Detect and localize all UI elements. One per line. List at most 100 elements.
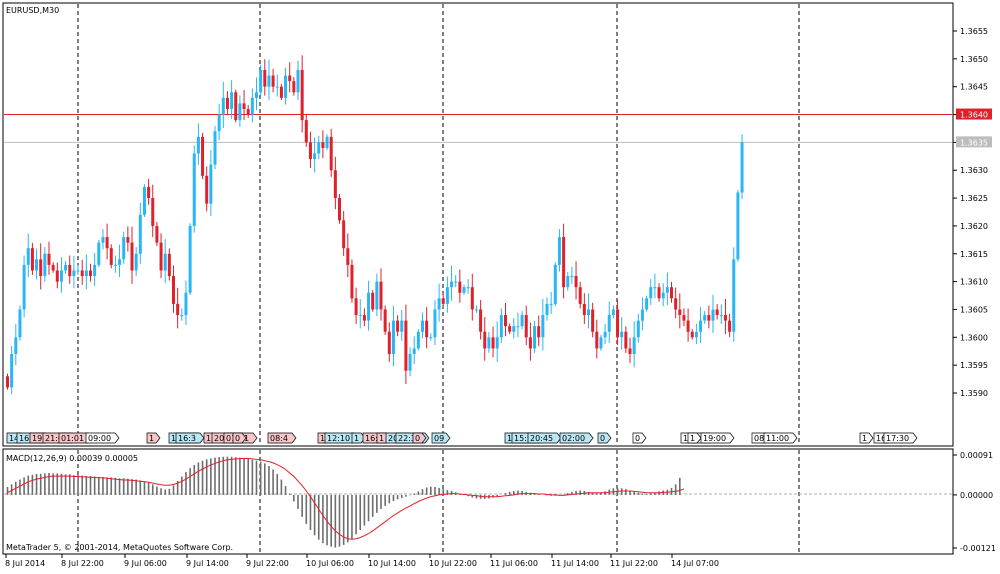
candle-body xyxy=(89,270,92,277)
candle-body xyxy=(246,108,250,115)
candle-body xyxy=(159,242,163,271)
event-tag-shape xyxy=(527,432,562,444)
candle-body xyxy=(6,376,9,388)
candle-body xyxy=(541,315,545,338)
symbol-title: EURUSD,M30 xyxy=(6,6,59,15)
event-tag[interactable]: 1 xyxy=(687,432,702,444)
candle-body xyxy=(728,320,732,332)
event-tag[interactable]: 02:00 xyxy=(559,432,594,444)
candle-body xyxy=(308,142,312,160)
candle-body xyxy=(620,331,624,338)
candle-body xyxy=(433,309,437,338)
candle-body xyxy=(47,253,51,265)
candle-body xyxy=(151,198,155,226)
candle-body xyxy=(230,92,234,109)
event-tag[interactable]: 11:00 xyxy=(763,432,798,444)
candle-body xyxy=(209,164,213,204)
candle-body xyxy=(607,315,611,332)
event-tag[interactable]: 0 xyxy=(412,432,427,444)
event-tag[interactable]: 20:45 xyxy=(527,432,562,444)
event-tag[interactable]: 1 xyxy=(859,432,874,444)
candle-body xyxy=(694,331,698,338)
event-tag[interactable]: 16:3 xyxy=(175,432,205,444)
candle-body xyxy=(51,264,55,271)
candle-body xyxy=(147,186,151,199)
candle-body xyxy=(338,198,341,221)
event-tag-label: 0 xyxy=(235,434,240,443)
candle-body xyxy=(221,97,225,115)
candle-body xyxy=(686,320,690,332)
event-tag-label: 1 xyxy=(379,434,384,443)
candle-body xyxy=(321,142,325,148)
event-tag[interactable]: 09 xyxy=(431,432,451,444)
event-tag-label: 15:55 xyxy=(514,434,537,443)
candle-body xyxy=(367,292,371,321)
candle-body xyxy=(603,331,607,338)
candle-body xyxy=(142,186,146,215)
event-tag[interactable]: 17:30 xyxy=(883,432,918,444)
event-tag[interactable]: 0 xyxy=(632,432,647,444)
main-price-pane[interactable]: 1416:001921:0001:0109:00113:0016:3120:30… xyxy=(2,2,992,447)
candle-body xyxy=(578,287,582,304)
candle-body xyxy=(528,337,532,349)
candle-body xyxy=(499,315,503,338)
candle-body xyxy=(678,309,682,316)
candle-body xyxy=(267,75,271,87)
candle-body xyxy=(379,281,383,310)
candle-body xyxy=(350,264,354,299)
candle-body xyxy=(508,326,512,332)
candle-body xyxy=(400,320,404,332)
macd-tick-label: -0.00121 xyxy=(960,544,996,553)
event-tag-label: 22:30 xyxy=(398,434,421,443)
event-tag[interactable]: 1 xyxy=(146,432,161,444)
candle-body xyxy=(425,320,429,338)
time-tick-label: 9 Jul 14:00 xyxy=(186,559,229,568)
event-tag-label: 0 xyxy=(600,434,605,443)
candle-body xyxy=(342,220,346,249)
event-tag-label: 16:3 xyxy=(178,434,196,443)
time-tick-label: 11 Jul 22:00 xyxy=(610,559,658,568)
economic-event-labels[interactable]: 1416:001921:0001:0109:00113:0016:3120:30… xyxy=(6,432,918,444)
candle-body xyxy=(524,315,528,338)
event-tag-shape xyxy=(632,432,647,444)
candle-body xyxy=(296,69,300,93)
event-tag-label: 17:30 xyxy=(886,434,909,443)
price-tick-label: 1.3610 xyxy=(960,278,988,287)
event-tag[interactable]: 08:4 xyxy=(267,432,297,444)
candle-body xyxy=(288,75,292,82)
candle-body xyxy=(317,142,321,154)
price-tick-label: 1.3615 xyxy=(960,250,988,259)
candle-body xyxy=(113,264,117,266)
event-tag[interactable]: 0 xyxy=(232,432,247,444)
macd-pane[interactable]: MACD(12,26,9) 0.00039 0.00005 0.000910.0… xyxy=(2,448,996,555)
candle-body xyxy=(537,326,541,338)
event-tag[interactable]: 0 xyxy=(597,432,612,444)
candle-body xyxy=(39,259,43,277)
event-tag-label: 19 xyxy=(32,434,42,443)
macd-axis: 0.00091 0.00000 -0.00121 xyxy=(953,451,996,553)
candle-body xyxy=(421,320,424,332)
candle-body xyxy=(657,287,661,299)
price-level-marker-label: 1.3635 xyxy=(960,138,988,147)
candle-body xyxy=(201,136,205,176)
candle-body xyxy=(732,259,736,332)
event-tag[interactable]: 19:00 xyxy=(700,432,735,444)
candle-body xyxy=(72,270,76,277)
candle-body xyxy=(408,354,412,371)
candle-body xyxy=(59,270,63,282)
candle-body xyxy=(611,309,615,316)
candle-body xyxy=(412,348,416,355)
candle-body xyxy=(479,309,483,332)
candle-body xyxy=(454,281,458,283)
candle-body xyxy=(566,276,570,288)
candle-body xyxy=(93,264,97,277)
candle-body xyxy=(595,331,599,349)
candle-body xyxy=(391,320,395,355)
candle-body xyxy=(313,153,317,160)
event-tag[interactable]: 09:00 xyxy=(85,432,120,444)
price-tick-label: 1.3630 xyxy=(960,166,988,175)
event-tag-label: 02:00 xyxy=(562,434,585,443)
event-tag-label: 09:00 xyxy=(88,434,111,443)
candle-body xyxy=(375,281,379,310)
